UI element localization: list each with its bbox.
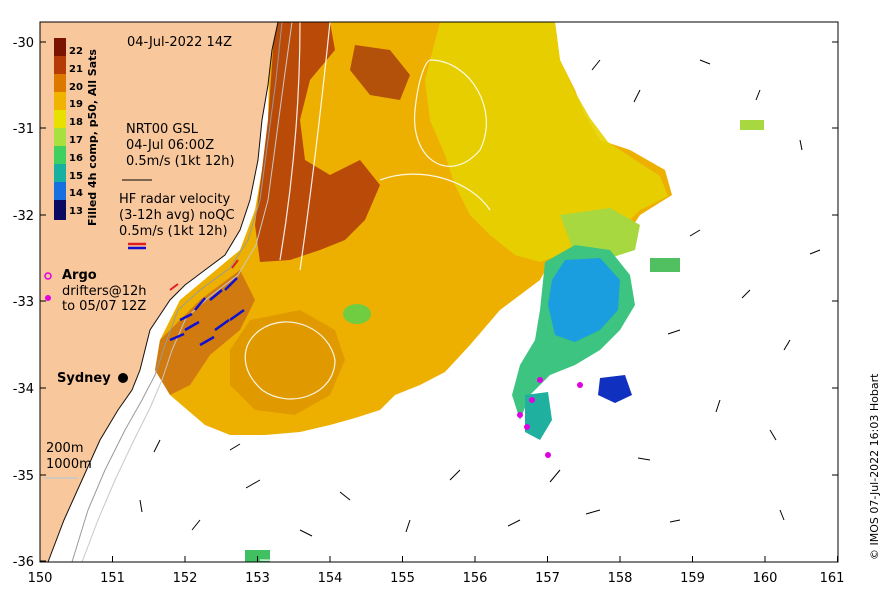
y-tick-label: -32 xyxy=(13,209,34,224)
hf-radar-arrows xyxy=(169,277,245,347)
sst-hot-core xyxy=(255,22,380,262)
altimetry-contours xyxy=(209,22,491,561)
y-tick-marks xyxy=(40,41,838,562)
hf-radar-label: HF radar velocity xyxy=(119,192,231,207)
velocity-arrows xyxy=(139,59,821,537)
drifter-points xyxy=(517,377,583,458)
sst-hot-eddy xyxy=(350,45,410,100)
x-tick-labels: 150 151 152 153 154 155 156 157 158 159 … xyxy=(28,571,845,586)
y-tick-label: -36 xyxy=(13,555,34,570)
nrt-time: 04-Jul 06:00Z xyxy=(126,138,215,153)
map-title: 04-Jul-2022 14Z xyxy=(127,35,232,50)
hf-radar-scale: 0.5m/s (1kt 12h) xyxy=(119,224,228,239)
colorbar-label: 22 xyxy=(69,46,83,57)
sst-warm-eddy xyxy=(230,310,345,415)
colorbar-label: 15 xyxy=(69,171,83,182)
sst-coastal-band xyxy=(155,270,255,395)
sst-green-patch xyxy=(560,208,640,258)
x-tick-label: 159 xyxy=(680,571,705,586)
nrt-scale: 0.5m/s (1kt 12h) xyxy=(126,154,235,169)
colorbar xyxy=(54,38,66,220)
depth-1000-label: 1000m xyxy=(46,457,92,472)
colorbar-title: Filled 4h comp, p50, All Sats xyxy=(86,49,99,226)
hf-radar-red xyxy=(169,259,239,291)
x-tick-label: 161 xyxy=(820,571,845,586)
sst-teal-south xyxy=(525,392,552,440)
drifter-symbol xyxy=(45,295,51,301)
x-tick-label: 152 xyxy=(173,571,198,586)
x-tick-label: 160 xyxy=(753,571,778,586)
x-tick-label: 158 xyxy=(608,571,633,586)
colorbar-label: 13 xyxy=(69,206,83,217)
y-tick-labels: -30 -31 -32 -33 -34 -35 -36 xyxy=(13,36,34,570)
colorbar-label: 17 xyxy=(69,135,83,146)
city-label-sydney: Sydney xyxy=(57,371,111,386)
y-tick-label: -34 xyxy=(13,382,34,397)
land-australia xyxy=(40,22,279,562)
depth-200-label: 200m xyxy=(46,441,84,456)
sst-small-green xyxy=(343,304,371,324)
x-tick-label: 156 xyxy=(463,571,488,586)
drifter-range: to 05/07 12Z xyxy=(62,299,147,314)
nrt-label: NRT00 GSL xyxy=(126,122,198,137)
colorbar-label: 18 xyxy=(69,117,83,128)
colorbar-label: 21 xyxy=(69,64,83,75)
x-tick-label: 153 xyxy=(245,571,270,586)
x-tick-label: 151 xyxy=(100,571,125,586)
y-tick-label: -35 xyxy=(13,469,34,484)
sst-cool-core xyxy=(548,258,620,342)
y-tick-label: -30 xyxy=(13,36,34,51)
sst-yellow-band xyxy=(425,22,668,262)
argo-label: Argo xyxy=(62,268,97,283)
argo-symbol xyxy=(44,272,52,280)
plot-frame xyxy=(39,21,839,563)
colorbar-labels: 22 21 20 19 18 17 16 15 14 13 xyxy=(69,46,83,217)
drifter-label: drifters@12h xyxy=(62,284,147,299)
bathy-200m xyxy=(71,22,283,562)
colorbar-label: 14 xyxy=(69,188,83,199)
y-tick-label: -33 xyxy=(13,295,34,310)
sst-blue-spot xyxy=(598,375,632,403)
colorbar-label: 19 xyxy=(69,99,83,110)
colorbar-label: 20 xyxy=(69,82,83,93)
x-tick-label: 150 xyxy=(28,571,53,586)
y-tick-label: -31 xyxy=(13,122,34,137)
colorbar-label: 16 xyxy=(69,153,83,164)
sydney-marker xyxy=(118,373,128,383)
hf-radar-avg: (3-12h avg) noQC xyxy=(119,208,235,223)
sst-east-patch-2 xyxy=(650,258,680,272)
sst-east-patch-1 xyxy=(740,120,764,130)
x-tick-label: 154 xyxy=(318,571,343,586)
x-tick-label: 155 xyxy=(390,571,415,586)
x-tick-label: 157 xyxy=(535,571,560,586)
credit-label: © IMOS 07-Jul-2022 16:03 Hobart xyxy=(868,373,880,560)
